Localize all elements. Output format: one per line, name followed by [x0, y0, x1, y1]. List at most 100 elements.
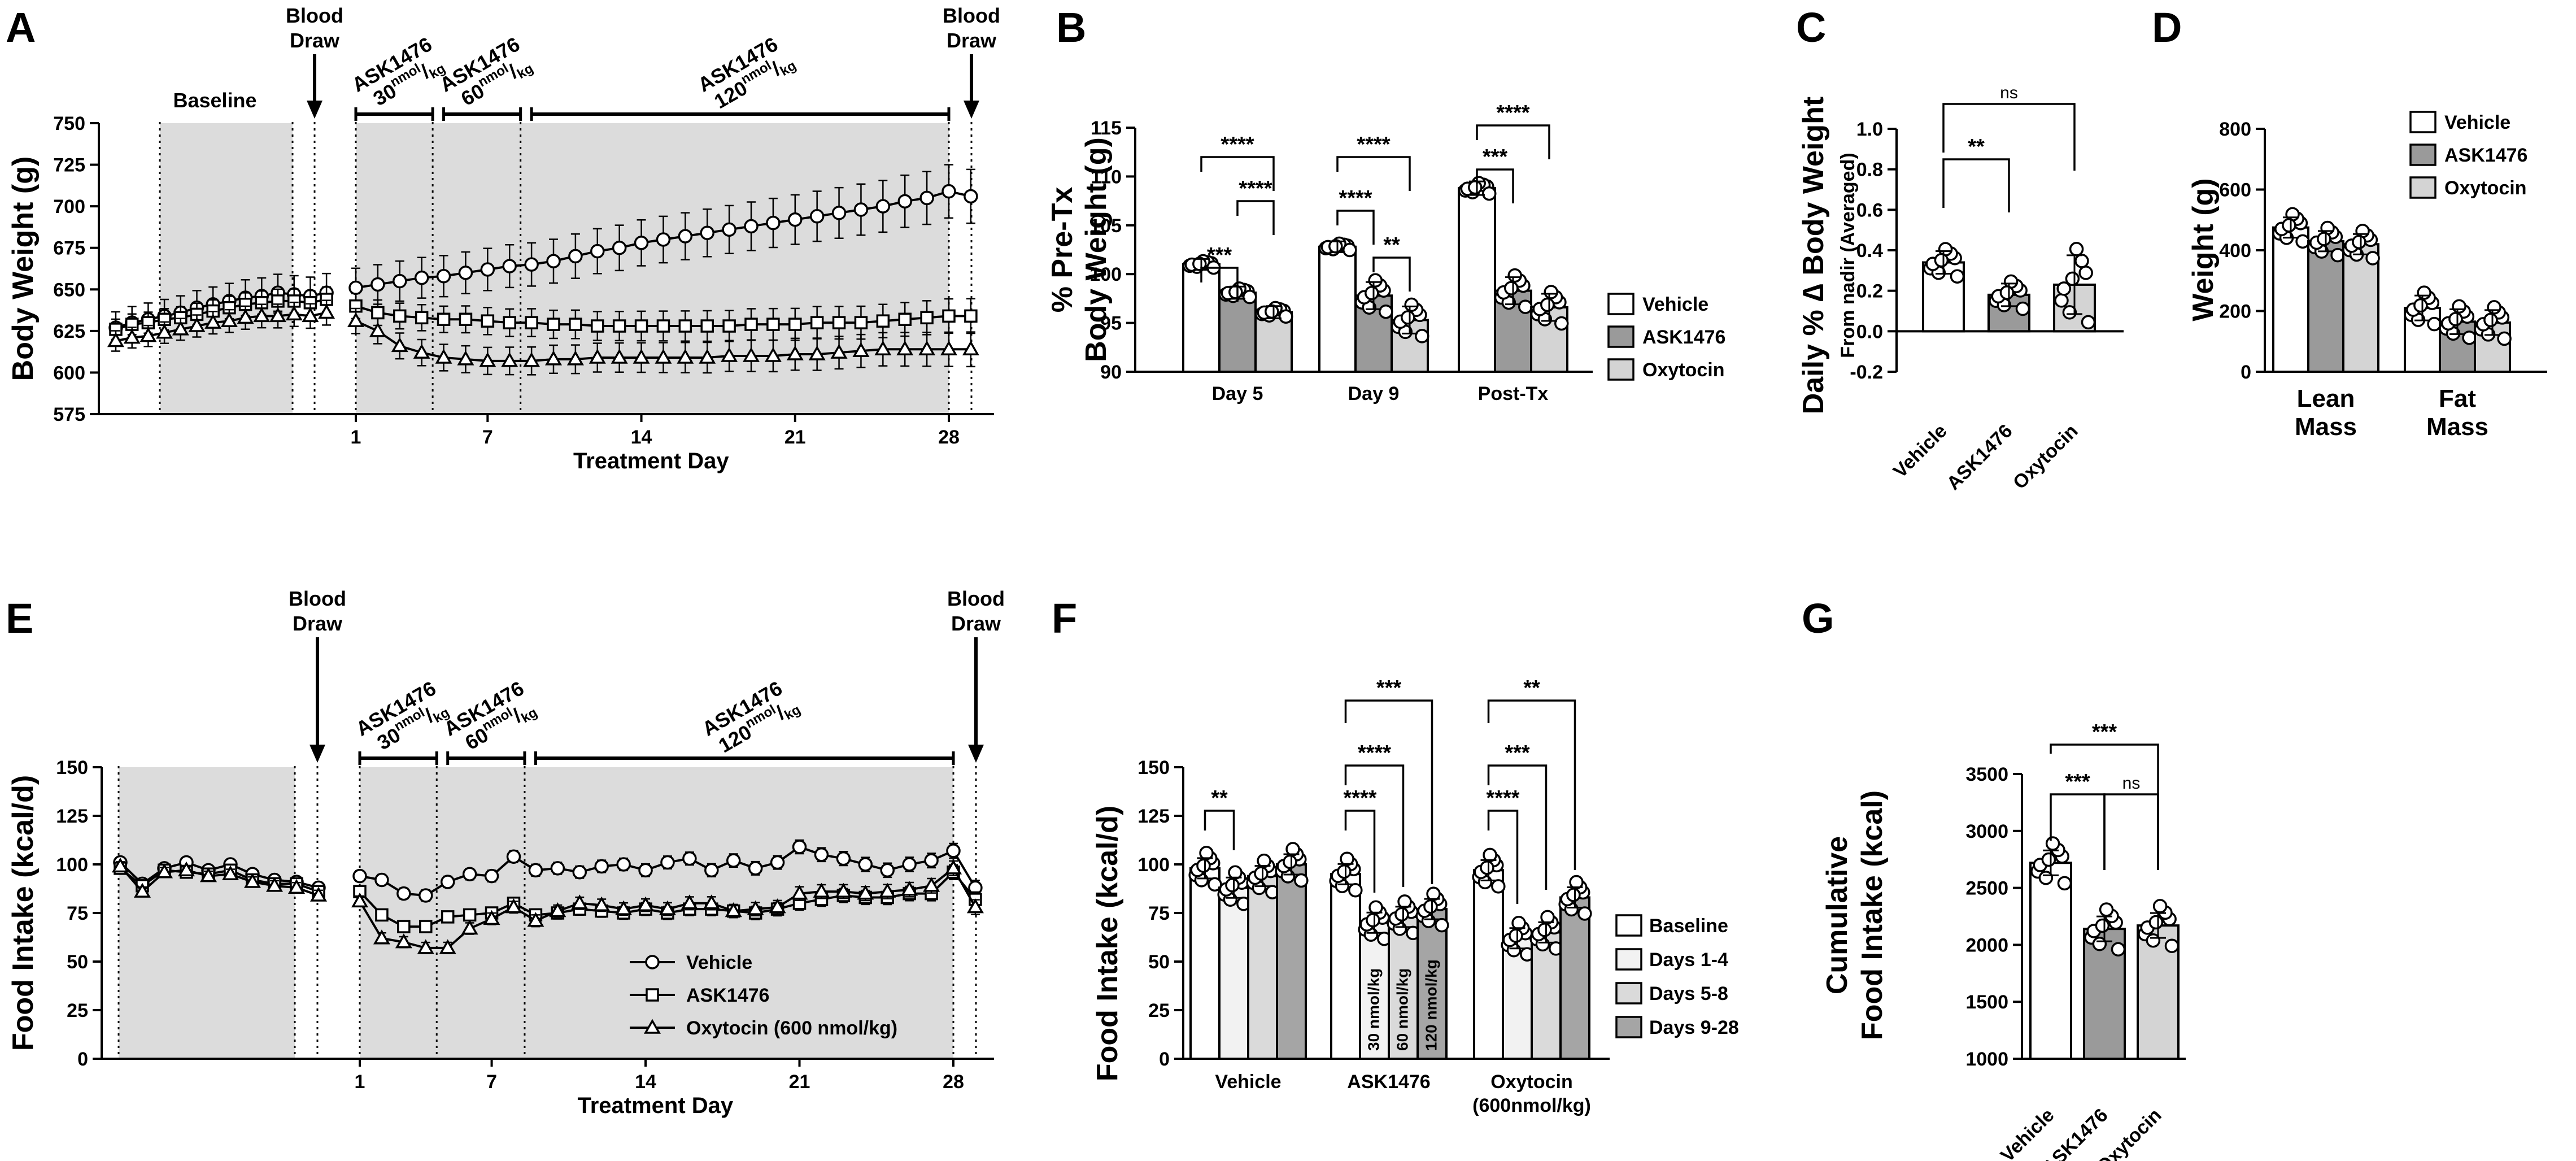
data-point-vehicle — [568, 249, 583, 264]
data-point-vehicle — [656, 232, 671, 247]
data-point-oxytocin — [369, 322, 386, 337]
data-point — [2487, 300, 2501, 315]
data-point-vehicle — [419, 888, 433, 903]
data-point-ask1476 — [898, 312, 912, 327]
data-point-oxytocin — [287, 879, 306, 894]
data-point — [2078, 266, 2093, 280]
data-point — [1368, 273, 1383, 288]
data-point-oxytocin — [611, 349, 628, 364]
bar-dose-text-3: 120 nmol/kg — [1423, 959, 1440, 1051]
panel-C-y-tick-label: 0.2 — [1856, 281, 1883, 302]
panel-A-y-tick-label: 600 — [53, 362, 85, 384]
legend-label-1: Vehicle — [686, 952, 752, 973]
data-point-ask1476 — [964, 309, 978, 323]
data-point-ask1476 — [700, 319, 714, 333]
data-point-oxytocin — [220, 312, 238, 327]
data-point-ask1476 — [463, 908, 477, 922]
data-point-vehicle — [836, 851, 851, 866]
data-point — [1365, 285, 1379, 301]
data-point — [2417, 285, 2431, 300]
data-point-ask1476 — [612, 319, 626, 333]
category-label: Lean — [2297, 385, 2355, 412]
significance-bracket — [1372, 256, 1411, 292]
data-point-ask1476 — [876, 314, 890, 328]
data-point-vehicle — [942, 184, 956, 199]
data-point — [1577, 906, 1592, 921]
significance-bracket-label: *** — [1376, 676, 1402, 700]
data-point — [1337, 864, 1352, 879]
significance-bracket-label: *** — [2065, 770, 2090, 794]
panel-A-x-tick-label: 21 — [784, 427, 806, 448]
panel-F-y-tick-label: 0 — [1159, 1049, 1170, 1070]
data-point-oxytocin — [962, 340, 979, 355]
data-point — [1254, 866, 1269, 881]
significance-bracket-label: ns — [2122, 774, 2141, 793]
data-point-oxytocin — [944, 859, 962, 875]
data-point-oxytocin — [156, 324, 173, 339]
y-axis-title: Food Intake (kcal/d) — [7, 775, 40, 1051]
panel-A-y-tick-label: 700 — [53, 196, 85, 218]
baseline-shade — [160, 123, 293, 414]
data-point-ask1476 — [415, 311, 429, 325]
panel-D-y-tick-label: 200 — [2219, 301, 2251, 323]
panel-F-y-tick-label: 25 — [1148, 1000, 1170, 1021]
panel-E-y-tick-label: 150 — [56, 757, 88, 779]
significance-bracket — [1476, 124, 1550, 159]
data-point-ask1476 — [375, 908, 389, 922]
data-point — [1208, 877, 1222, 892]
data-point — [1196, 858, 1211, 873]
data-point-vehicle — [480, 262, 495, 277]
data-point — [1379, 304, 1393, 319]
bar-group-1-days-5-8 — [1247, 875, 1278, 1060]
significance-bracket-label: **** — [1343, 786, 1376, 810]
panel-B-y-tick-label: 110 — [1091, 166, 1122, 188]
data-point-oxytocin — [677, 349, 694, 364]
blood-draw-before-arrow-head — [307, 101, 322, 119]
data-point-vehicle — [660, 855, 675, 870]
data-point-oxytocin — [199, 867, 217, 882]
data-point-oxytocin — [347, 312, 365, 327]
data-point-oxytocin — [155, 863, 173, 879]
panel-G-y-tick-label: 3000 — [1965, 821, 2008, 842]
data-point — [1404, 297, 1419, 312]
legend-swatch-1 — [1615, 914, 1642, 937]
legend-swatch-2 — [2409, 144, 2436, 166]
significance-bracket — [1487, 764, 1548, 890]
y-axis-title-1: Cumulative — [1821, 836, 1854, 994]
significance-bracket-label: ** — [1211, 786, 1228, 810]
legend-label-3: Oxytocin — [1642, 359, 1724, 381]
significance-bracket-label: *** — [1483, 145, 1508, 169]
panel-E-y-tick-label: 100 — [56, 854, 88, 876]
data-point-oxytocin — [764, 347, 782, 362]
significance-bracket — [1487, 810, 1519, 904]
legend-label-2: ASK1476 — [1642, 327, 1725, 348]
data-point-oxytocin — [874, 340, 892, 355]
data-point — [1540, 297, 1555, 312]
significance-bracket — [1200, 267, 1239, 302]
data-point-ask1476 — [547, 318, 560, 331]
category-label: Vehicle — [1215, 1071, 1281, 1093]
legend-label-3: Oxytocin (600 nmol/kg) — [686, 1017, 897, 1039]
data-point — [1423, 899, 1438, 914]
legend-label-4: Days 9-28 — [1649, 1017, 1739, 1038]
data-point-oxytocin — [439, 939, 456, 954]
data-point — [1265, 304, 1279, 319]
data-point-vehicle — [612, 240, 627, 255]
legend-marker-3 — [643, 1019, 661, 1034]
data-point-vehicle — [788, 212, 803, 227]
data-point-oxytocin — [373, 929, 390, 945]
panel-F-y-tick-label: 125 — [1137, 806, 1170, 827]
legend-swatch-1 — [1607, 293, 1634, 315]
data-point-oxytocin — [896, 340, 914, 355]
category-label: ASK1476 — [1943, 420, 2017, 494]
data-point-vehicle — [371, 277, 385, 292]
data-point-vehicle — [352, 868, 367, 884]
data-point-ask1476 — [437, 312, 451, 327]
data-point — [1435, 918, 1449, 933]
data-point-vehicle — [704, 863, 719, 878]
data-point-vehicle — [396, 886, 411, 901]
panel-E-x-tick-label: 1 — [355, 1071, 365, 1093]
data-point-vehicle — [792, 840, 807, 854]
